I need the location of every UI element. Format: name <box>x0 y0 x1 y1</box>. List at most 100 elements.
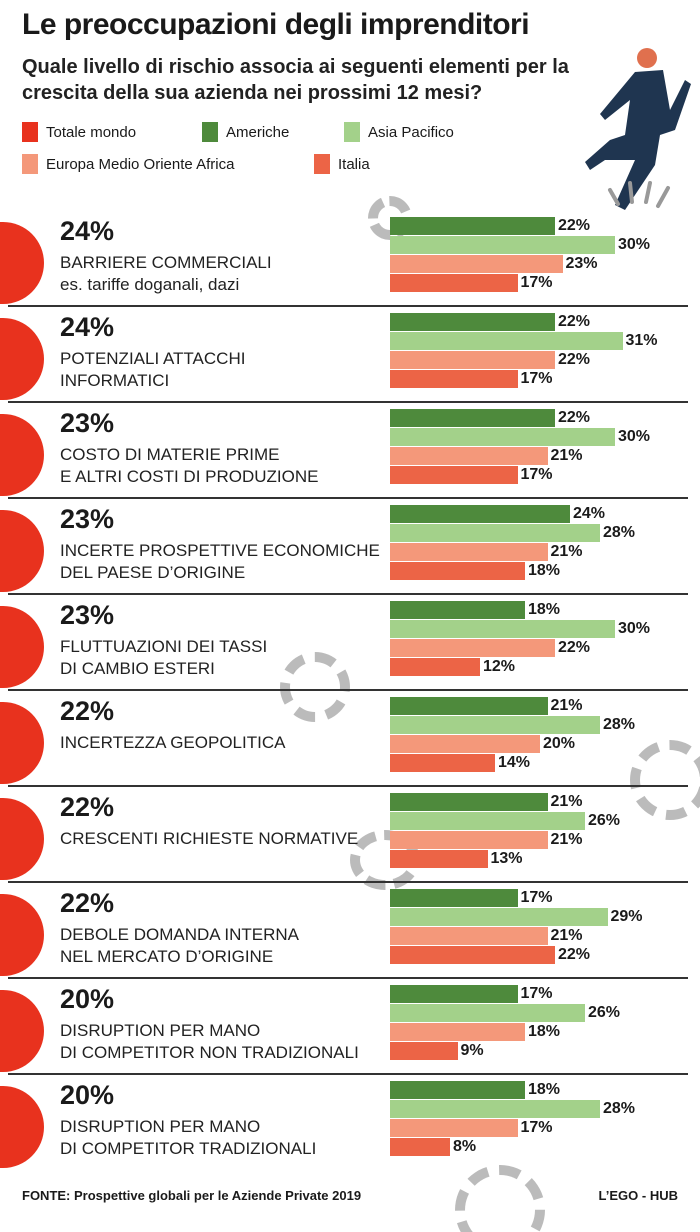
bar-value-label: 24% <box>573 505 606 522</box>
bar-italia <box>390 850 488 868</box>
bar-value-label: 22% <box>558 409 591 426</box>
total-value: 24% <box>60 312 115 342</box>
legend-swatch <box>202 122 218 142</box>
category-label: BARRIERE COMMERCIALI es. tariffe doganali… <box>60 252 272 296</box>
row-divider <box>8 593 688 595</box>
bar-asia-pacifico <box>390 236 615 254</box>
total-marker <box>0 798 44 880</box>
bar-americhe <box>390 985 518 1003</box>
category-row: 24% BARRIERE COMMERCIALI es. tariffe dogan… <box>0 212 700 308</box>
bar-asia-pacifico <box>390 332 623 350</box>
chart-subtitle: Quale livello di rischio associa ai segu… <box>22 56 569 104</box>
bar-value-label: 28% <box>603 716 636 733</box>
bar-value-label: 26% <box>588 812 621 829</box>
label-line: DISRUPTION PER MANO <box>60 1117 261 1136</box>
businessman-illustration <box>585 48 691 210</box>
bar-value-label: 21% <box>550 543 583 560</box>
label-line: INFORMATICI <box>60 371 170 390</box>
category-label: DISRUPTION PER MANO DI COMPETITOR TRADIZI… <box>60 1116 316 1160</box>
bar-europa-medio-oriente-africa <box>390 1023 525 1041</box>
total-value: 20% <box>60 1080 115 1110</box>
category-row: 20% DISRUPTION PER MANO DI COMPETITOR TRAD… <box>0 1076 700 1172</box>
label-line: CRESCENTI RICHIESTE NORMATIVE <box>60 829 359 848</box>
bar-americhe <box>390 793 548 811</box>
legend-swatch <box>22 154 38 174</box>
bar-value-label: 26% <box>588 1004 621 1021</box>
total-marker <box>0 606 44 688</box>
row-divider <box>8 305 688 307</box>
bar-italia <box>390 466 518 484</box>
total-value: 20% <box>60 984 115 1014</box>
row-divider <box>8 977 688 979</box>
bar-asia-pacifico <box>390 428 615 446</box>
legend-label: Italia <box>338 155 370 173</box>
legend-item: Totale mondo <box>22 122 136 142</box>
bar-value-label: 28% <box>603 524 636 541</box>
bar-europa-medio-oriente-africa <box>390 735 540 753</box>
row-divider <box>8 1073 688 1075</box>
bar-value-label: 22% <box>558 351 591 368</box>
legend-item: Italia <box>314 154 370 174</box>
bar-value-label: 21% <box>550 697 583 714</box>
legend-swatch <box>22 122 38 142</box>
label-line: FLUTTUAZIONI DEI TASSI <box>60 637 268 656</box>
bar-europa-medio-oriente-africa <box>390 351 555 369</box>
total-value: 22% <box>60 696 115 726</box>
gear-icon <box>455 1165 545 1232</box>
bar-italia <box>390 1138 450 1156</box>
legend-label: Americhe <box>226 123 290 141</box>
bar-americhe <box>390 217 555 235</box>
category-label: FLUTTUAZIONI DEI TASSI DI CAMBIO ESTERI <box>60 636 267 680</box>
bar-value-label: 12% <box>483 658 516 675</box>
label-line: E ALTRI COSTI DI PRODUZIONE <box>60 467 319 486</box>
bar-value-label: 22% <box>558 217 591 234</box>
category-label: INCERTEZZA GEOPOLITICA <box>60 732 285 754</box>
bar-europa-medio-oriente-africa <box>390 447 548 465</box>
row-divider <box>8 497 688 499</box>
bar-value-label: 17% <box>520 274 553 291</box>
bar-value-label: 30% <box>618 428 651 445</box>
total-marker <box>0 222 44 304</box>
bar-europa-medio-oriente-africa <box>390 639 555 657</box>
bar-americhe <box>390 505 570 523</box>
category-label: DISRUPTION PER MANO DI COMPETITOR NON TRA… <box>60 1020 359 1064</box>
label-line: COSTO DI MATERIE PRIME <box>60 445 280 464</box>
category-row: 22% DEBOLE DOMANDA INTERNA NEL MERCATO D’O… <box>0 884 700 980</box>
label-line: NEL MERCATO D’ORIGINE <box>60 947 274 966</box>
total-marker <box>0 414 44 496</box>
label-line: DEBOLE DOMANDA INTERNA <box>60 925 299 944</box>
bar-italia <box>390 946 555 964</box>
bar-europa-medio-oriente-africa <box>390 831 548 849</box>
total-marker <box>0 318 44 400</box>
bar-value-label: 22% <box>558 946 591 963</box>
bar-value-label: 14% <box>498 754 531 771</box>
source-note: FONTE: Prospettive globali per le Aziend… <box>22 1188 362 1203</box>
row-divider <box>8 785 688 787</box>
label-line: DI CAMBIO ESTERI <box>60 659 215 678</box>
bar-value-label: 13% <box>490 850 523 867</box>
label-line: DISRUPTION PER MANO <box>60 1021 261 1040</box>
bar-americhe <box>390 409 555 427</box>
bar-americhe <box>390 697 548 715</box>
total-value: 22% <box>60 888 115 918</box>
gear-icon <box>280 652 350 722</box>
total-value: 24% <box>60 216 115 246</box>
label-line: INCERTE PROSPETTIVE ECONOMICHE <box>60 541 380 560</box>
bar-value-label: 17% <box>520 466 553 483</box>
total-marker <box>0 990 44 1072</box>
bar-italia <box>390 562 525 580</box>
bar-asia-pacifico <box>390 620 615 638</box>
total-marker <box>0 510 44 592</box>
bar-value-label: 9% <box>460 1042 484 1059</box>
bar-asia-pacifico <box>390 1004 585 1022</box>
total-marker <box>0 702 44 784</box>
bar-value-label: 31% <box>625 332 658 349</box>
bar-asia-pacifico <box>390 1100 600 1118</box>
category-label: COSTO DI MATERIE PRIME E ALTRI COSTI DI P… <box>60 444 319 488</box>
legend-label: Asia Pacifico <box>368 123 454 141</box>
category-row: 24% POTENZIALI ATTACCHI INFORMATICI 22% 31% 2… <box>0 308 700 404</box>
bar-americhe <box>390 889 518 907</box>
bar-americhe <box>390 313 555 331</box>
bar-americhe <box>390 601 525 619</box>
